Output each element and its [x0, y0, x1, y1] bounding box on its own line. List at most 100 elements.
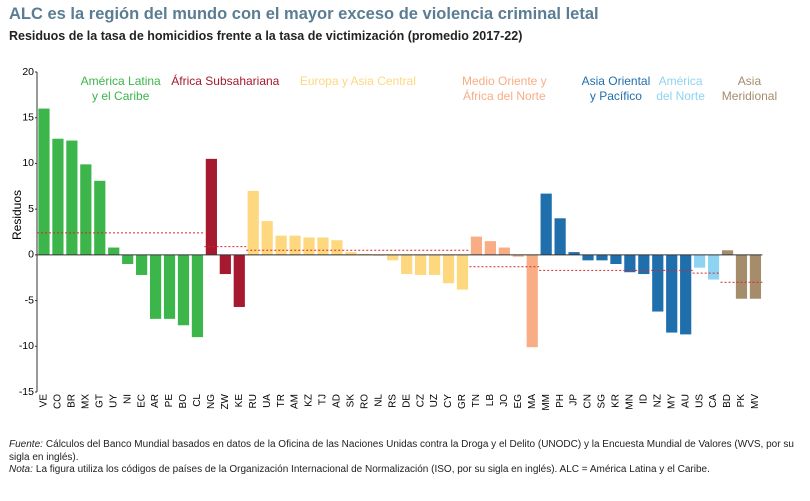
- bar: [275, 235, 287, 255]
- note-lead: Nota:: [9, 464, 33, 475]
- y-tick-label: -15: [19, 386, 34, 398]
- x-tick-label: NL: [373, 394, 384, 407]
- x-tick-label: NI: [122, 394, 133, 404]
- y-tick-label: -10: [19, 340, 34, 352]
- bar: [289, 235, 301, 255]
- note-text: Cálculos del Banco Mundial basados en da…: [9, 439, 794, 463]
- x-tick-label: AD: [332, 394, 343, 408]
- x-tick-label: RO: [359, 394, 370, 409]
- x-tick-label: DE: [401, 394, 412, 408]
- x-tick-label: CN: [583, 394, 594, 408]
- x-tick-label: SK: [346, 394, 357, 408]
- x-tick-label: PH: [555, 394, 566, 408]
- bar: [428, 254, 441, 275]
- x-tick-label: SG: [597, 394, 608, 409]
- bar: [568, 252, 580, 255]
- group-label: América Latina: [81, 74, 161, 88]
- x-tick-label: NZ: [652, 394, 663, 407]
- note: Nota: La figura utiliza los códigos de pa…: [9, 464, 794, 477]
- bar: [442, 254, 455, 284]
- x-tick-label: KZ: [304, 394, 315, 407]
- bar: [331, 240, 343, 255]
- bar: [66, 140, 78, 255]
- x-tick-label: EG: [513, 394, 524, 409]
- bar: [191, 254, 204, 338]
- note-text: La figura utiliza los códigos de países …: [35, 464, 710, 475]
- x-tick-label: ZW: [220, 393, 231, 409]
- bar: [540, 193, 552, 255]
- x-tick-label: CL: [192, 394, 203, 407]
- group-label: Europa y Asia Central: [300, 74, 416, 88]
- chart: ALC es la región del mundo con el mayor …: [9, 5, 777, 411]
- group-label: África Subsahariana: [171, 73, 279, 88]
- note-lead: Fuente:: [9, 439, 43, 450]
- bar: [177, 254, 190, 326]
- x-tick-label: RS: [387, 394, 398, 408]
- x-tick-label: UA: [262, 394, 273, 408]
- bar: [80, 164, 92, 255]
- bar: [596, 254, 608, 261]
- y-tick-label: 10: [22, 157, 34, 169]
- bar: [624, 254, 636, 273]
- x-tick-label: BD: [722, 394, 733, 408]
- x-tick-label: BO: [178, 394, 189, 409]
- x-tick-label: BR: [67, 394, 78, 408]
- bar: [163, 254, 176, 319]
- bar: [345, 252, 357, 255]
- x-tick-label: KE: [234, 394, 245, 408]
- group-label: Asia: [738, 74, 762, 88]
- group-label: América: [659, 74, 703, 88]
- bar: [749, 254, 762, 299]
- notes: Fuente: Cálculos del Banco Mundial basado…: [9, 439, 794, 477]
- bar: [526, 254, 538, 348]
- x-tick-label: MY: [666, 394, 677, 409]
- x-tick-label: VE: [39, 394, 50, 408]
- x-tick-label: AM: [290, 394, 301, 409]
- bar: [261, 221, 273, 255]
- x-tick-label: PK: [736, 394, 747, 408]
- bar: [638, 254, 650, 275]
- bar: [233, 254, 245, 307]
- bar: [582, 254, 594, 261]
- y-axis-label: Residuos: [10, 190, 24, 240]
- chart-subtitle: Residuos de la tasa de homicidios frente…: [9, 29, 522, 43]
- note: Fuente: Cálculos del Banco Mundial basado…: [9, 439, 794, 464]
- bar: [498, 247, 510, 255]
- bar: [205, 158, 217, 255]
- x-tick-label: TJ: [318, 394, 329, 405]
- bar: [401, 254, 413, 275]
- bar: [680, 254, 692, 335]
- x-tick-label: PE: [164, 394, 175, 408]
- x-tick-label: MV: [750, 394, 761, 409]
- bar: [652, 254, 664, 312]
- x-tick-label: US: [694, 394, 705, 408]
- bar: [456, 254, 469, 290]
- group-label: África del Norte: [463, 88, 546, 103]
- x-tick-label: GT: [94, 394, 105, 408]
- bar: [721, 250, 734, 255]
- x-tick-label: MA: [527, 394, 538, 409]
- y-tick-label: 15: [22, 111, 34, 123]
- bar: [694, 254, 706, 268]
- y-tick-label: 5: [28, 203, 34, 215]
- x-tick-label: AR: [150, 394, 161, 408]
- x-tick-label: CZ: [415, 394, 426, 407]
- bar: [94, 180, 106, 255]
- chart-title: ALC es la región del mundo con el mayor …: [9, 5, 599, 23]
- x-tick-label: NG: [206, 394, 217, 409]
- bar: [108, 247, 120, 255]
- bar: [707, 254, 720, 280]
- bar: [219, 254, 231, 275]
- x-tick-label: CA: [708, 394, 719, 408]
- x-tick-label: MN: [625, 394, 636, 410]
- bar: [610, 254, 622, 264]
- bar: [136, 254, 148, 275]
- x-tick-label: EC: [136, 394, 147, 408]
- x-tick-label: LB: [485, 394, 496, 407]
- group-label: Asia Oriental: [582, 74, 651, 88]
- x-tick-label: CY: [443, 394, 454, 408]
- y-tick-label: -5: [25, 294, 34, 306]
- x-tick-label: MX: [80, 394, 91, 409]
- group-label: Medio Oriente y: [462, 74, 547, 88]
